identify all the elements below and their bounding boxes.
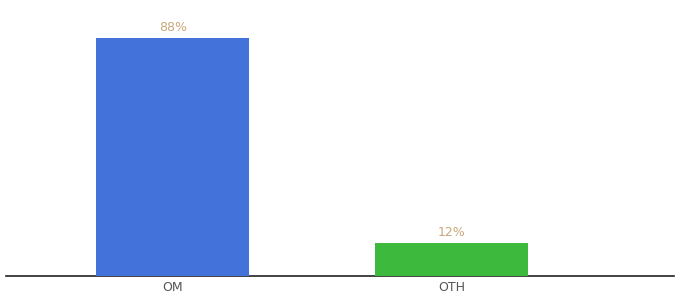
Bar	[375, 243, 528, 276]
Text: 12%: 12%	[438, 226, 465, 239]
Bar	[96, 38, 250, 276]
Text: 88%: 88%	[158, 21, 187, 34]
